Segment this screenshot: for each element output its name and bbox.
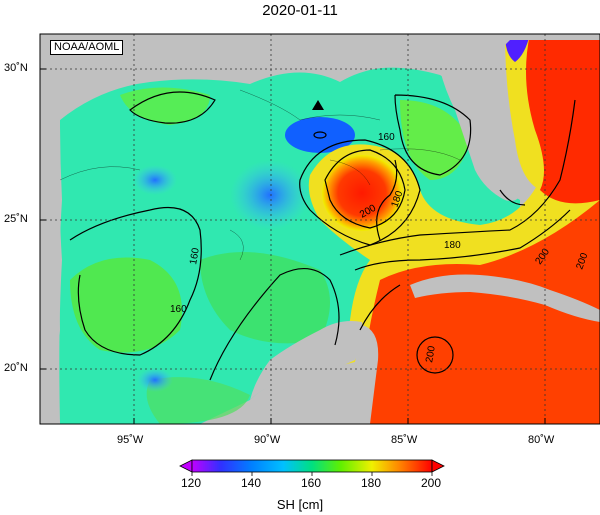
atlantic-low-patch (505, 34, 530, 62)
colorbar-tick-label: 200 (421, 476, 442, 490)
lon-label: 90˚W (254, 434, 281, 446)
lat-label: 30˚N (4, 62, 28, 74)
lon-label: 80˚W (528, 434, 555, 446)
lat-label: 20˚N (4, 362, 28, 374)
colorbar-tick-label: 120 (181, 476, 202, 490)
loop-current-core (360, 200, 600, 424)
lon-label: 85˚W (391, 434, 418, 446)
map-frame (39, 33, 600, 425)
contour-label: 160 (170, 304, 187, 315)
lat-label: 25˚N (4, 213, 28, 225)
graticule (40, 34, 600, 424)
florida-land (440, 70, 525, 201)
credit-label: NOAA/AOML (50, 40, 124, 55)
atlantic-front (505, 34, 544, 190)
colorbar-units: SH [cm] (276, 497, 324, 512)
contour-lines (69, 91, 576, 381)
minor-contours (59, 89, 461, 261)
map-plot-area: 160 160 160 180 180 200 200 200 200 (40, 34, 600, 424)
green-zone-central (200, 252, 330, 344)
atlantic-water (510, 34, 600, 204)
yucatan-peninsula (280, 325, 379, 424)
mexico-land (40, 120, 62, 424)
station-marker (312, 100, 324, 110)
green-zone-west (70, 257, 182, 353)
lon-label: 95˚W (117, 434, 144, 446)
colorbar-tick-label: 160 (301, 476, 322, 490)
low-south-gulf (137, 368, 173, 392)
colorbar-tick-label: 140 (241, 476, 262, 490)
map-title: 2020-01-11 (262, 2, 338, 19)
contour-label: 160 (188, 247, 202, 266)
contour-label: 160 (378, 132, 395, 143)
green-zone-east (400, 100, 470, 180)
yucatan-land (240, 321, 363, 424)
low-center-gulf (230, 160, 310, 230)
cuba-land (410, 274, 600, 322)
contour-label: 200 (424, 345, 438, 364)
colorbar (179, 459, 445, 476)
axis-ticks (40, 68, 546, 424)
colorbar-tick-label: 180 (361, 476, 382, 490)
green-zone-north (120, 87, 210, 125)
low-west-gulf (133, 165, 177, 195)
green-zone-south (146, 377, 250, 424)
gulf-coast-land (40, 34, 600, 140)
contour-label: 180 (444, 240, 461, 251)
warm-eddy (322, 155, 402, 231)
